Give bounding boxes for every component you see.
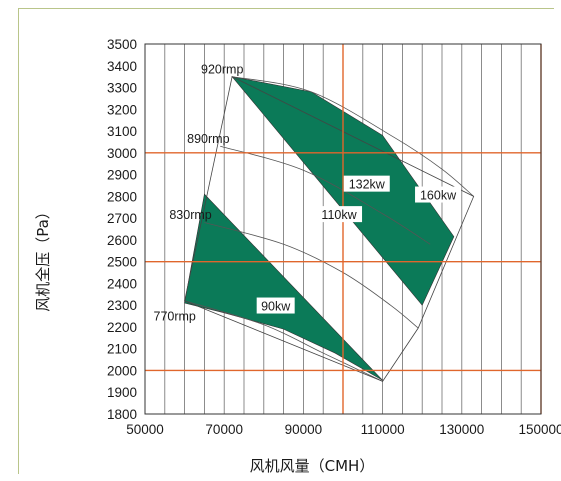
y-tick-label: 2100	[107, 342, 137, 357]
y-tick-label: 2300	[107, 298, 137, 313]
y-tick-label: 2600	[107, 233, 137, 248]
x-axis-title: 风机风量（CMH）	[250, 457, 375, 475]
y-tick-label: 2900	[107, 168, 137, 183]
y-tick-label: 3200	[107, 102, 137, 117]
power-label-110kw: 110kw	[321, 208, 357, 222]
speed-curve-890rmp	[220, 145, 431, 245]
y-tick-label: 3000	[107, 146, 137, 161]
power-label-bg	[316, 206, 363, 223]
y-tick-label: 2500	[107, 255, 137, 270]
y-tick-label: 3100	[107, 124, 137, 139]
speed-label-920rmp: 920rmp	[201, 62, 243, 76]
speed-curve-layer	[184, 76, 475, 382]
band-90kw	[184, 193, 383, 381]
frame-top-border	[18, 8, 554, 9]
x-tick-label: 70000	[205, 422, 243, 437]
y-tick-label: 2800	[107, 189, 137, 204]
operating-envelope	[184, 76, 475, 382]
frame-left-border	[18, 8, 19, 474]
label-layer: 920rmp 890rmp 830rmp 770rmp 90kw 110kw 132kw 16…	[154, 62, 462, 323]
y-tick-label: 2200	[107, 320, 137, 335]
x-tick-label: 110000	[361, 422, 405, 437]
y-tick-label: 3300	[107, 81, 137, 96]
y-tick-label: 2700	[107, 211, 137, 226]
x-tick-label: 50000	[126, 422, 164, 437]
power-label-bg	[256, 297, 295, 314]
power-label-160kw: 160kw	[420, 189, 457, 203]
axis-layer: 1800 1900 2000 2100 2200 2300 2400 2500 2600 2700…	[107, 37, 561, 437]
speed-curve-830rmp	[204, 222, 419, 329]
speed-label-830rmp: 830rmp	[169, 208, 211, 222]
x-tick-label: 130000	[439, 422, 484, 437]
power-label-90kw: 90kw	[261, 300, 291, 314]
speed-label-890rmp: 890rmp	[187, 132, 229, 146]
power-label-bg	[415, 186, 462, 203]
speed-label-770rmp: 770rmp	[154, 309, 196, 323]
y-tick-label: 2400	[107, 276, 137, 291]
speed-curve-770rmp	[184, 300, 383, 382]
y-tick-label: 2000	[107, 363, 137, 378]
y-axis-title: 风机全压（Pa）	[34, 204, 52, 312]
plot-border	[144, 43, 542, 415]
x-tick-label: 150000	[518, 422, 561, 437]
y-tick-label: 3400	[107, 59, 137, 74]
power-label-bg	[343, 175, 390, 192]
y-tick-label: 1800	[107, 407, 137, 422]
x-tick-label: 90000	[285, 422, 323, 437]
y-tick-label: 3500	[107, 37, 137, 52]
speed-curve-920rmp	[232, 76, 474, 197]
power-label-132kw: 132kw	[349, 178, 386, 192]
y-tick-label: 1900	[107, 385, 137, 400]
